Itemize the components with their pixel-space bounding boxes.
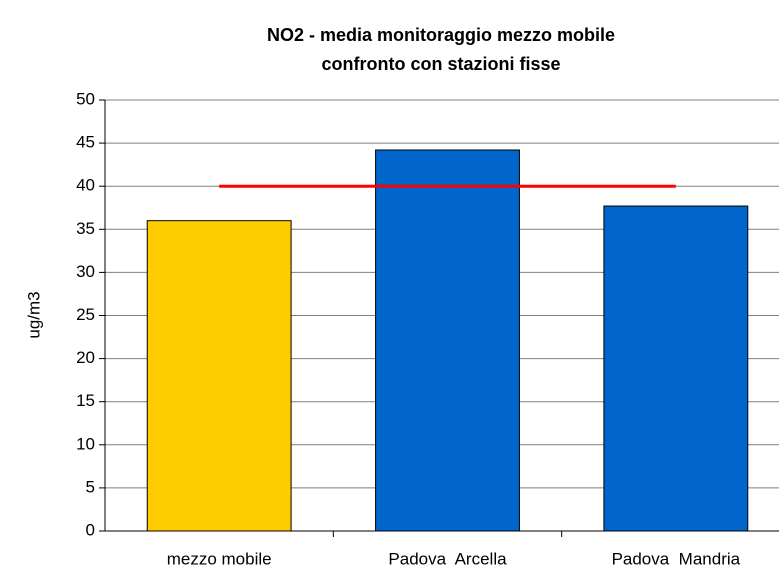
- bar: [375, 149, 520, 532]
- x-tick-label: Padova Arcella: [388, 549, 507, 568]
- y-tick-label: 10: [76, 434, 95, 453]
- bar: [146, 220, 292, 532]
- y-tick-label: 20: [76, 348, 95, 367]
- y-tick-label: 30: [76, 262, 95, 281]
- x-tick-label: mezzo mobile: [167, 549, 272, 568]
- y-tick-label: 50: [76, 89, 95, 108]
- y-axis-label: ug/m3: [24, 291, 43, 338]
- chart-title: NO2 - media monitoraggio mezzo mobile: [267, 25, 615, 45]
- y-tick-label: 45: [76, 133, 95, 152]
- y-tick-label: 15: [76, 391, 95, 410]
- x-tick-label: Padova Mandria: [612, 549, 741, 568]
- bar: [603, 205, 749, 532]
- chart-title: confronto con stazioni fisse: [321, 54, 560, 74]
- y-tick-label: 5: [86, 477, 95, 496]
- y-tick-label: 40: [76, 176, 95, 195]
- y-tick-label: 25: [76, 305, 95, 324]
- y-tick-label: 35: [76, 219, 95, 238]
- y-tick-label: 0: [86, 520, 95, 539]
